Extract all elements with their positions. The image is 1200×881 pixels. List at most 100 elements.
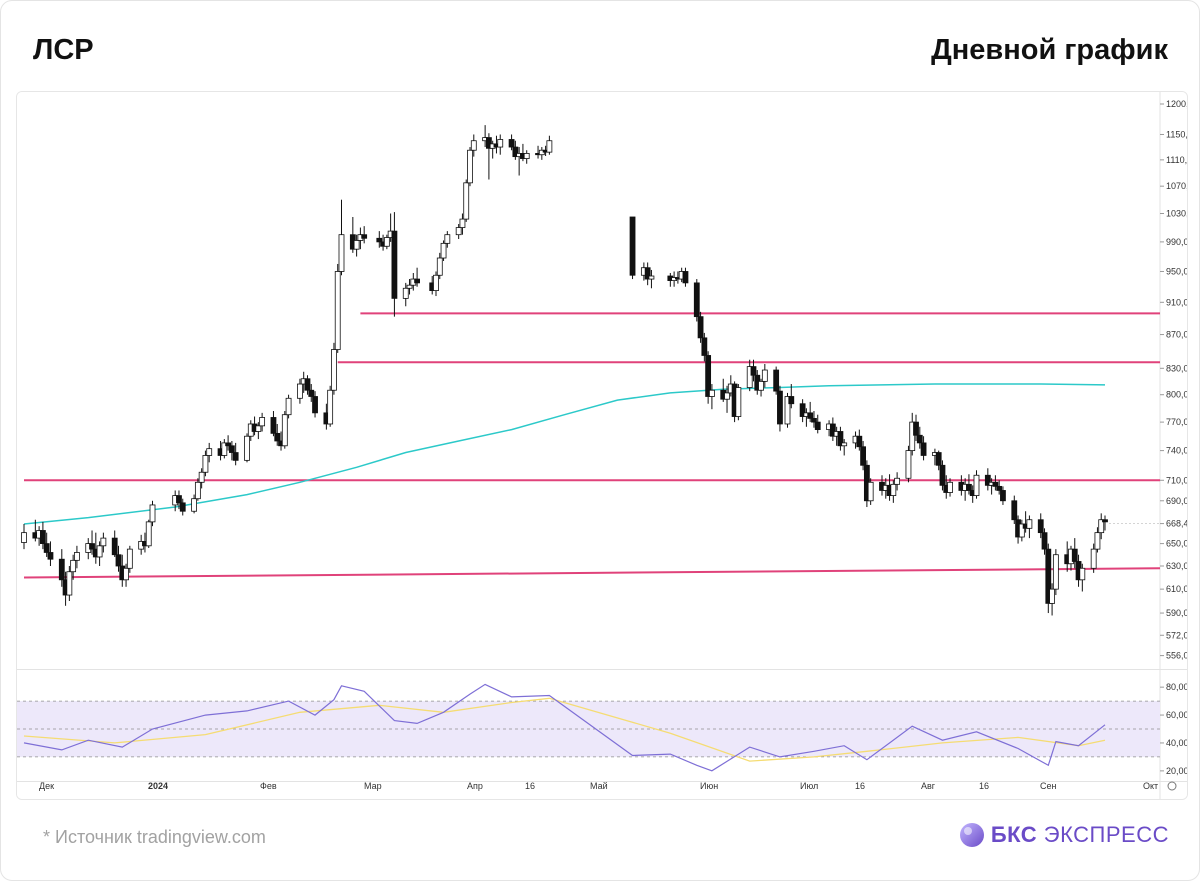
candle-body xyxy=(331,349,337,391)
candle xyxy=(811,411,817,428)
candle-body xyxy=(909,421,916,452)
candle xyxy=(1041,528,1048,555)
candle xyxy=(312,391,318,418)
candle xyxy=(202,450,209,477)
candle xyxy=(1071,538,1078,569)
candle xyxy=(259,412,266,432)
candle xyxy=(145,519,152,549)
candle-body xyxy=(308,389,315,397)
price-tick-label: 910,0 xyxy=(1166,297,1187,307)
time-tick-label: 16 xyxy=(525,781,535,791)
candle-body xyxy=(145,521,152,547)
candle xyxy=(281,411,288,449)
time-tick-label: Дек xyxy=(39,781,54,791)
candle xyxy=(206,442,213,463)
candle xyxy=(1090,543,1097,573)
candle xyxy=(773,366,780,395)
candle-body xyxy=(255,425,262,432)
candle xyxy=(274,423,281,446)
price-tick-label: 800,0 xyxy=(1166,390,1187,400)
candle xyxy=(58,549,65,587)
candle xyxy=(629,216,636,280)
candle xyxy=(508,134,515,151)
candle-body xyxy=(992,481,999,487)
price-tick-label: 1030,0 xyxy=(1166,208,1187,218)
candle-body xyxy=(274,432,281,442)
candle-body xyxy=(244,435,250,461)
candle xyxy=(43,532,50,557)
candle xyxy=(334,263,341,353)
price-tick-label: 710,0 xyxy=(1166,475,1187,485)
candle xyxy=(21,524,27,550)
candle-body xyxy=(228,445,235,453)
candle xyxy=(724,385,730,413)
candle xyxy=(467,147,473,187)
candle xyxy=(1018,519,1025,542)
candle-body xyxy=(270,417,277,434)
candle-body xyxy=(867,481,874,502)
candle-body xyxy=(232,452,239,461)
candle xyxy=(693,279,700,322)
candle-body xyxy=(406,284,413,289)
candle xyxy=(841,439,848,456)
candle-body xyxy=(705,355,712,397)
candle xyxy=(523,150,530,164)
candle-body xyxy=(841,442,848,447)
candle xyxy=(111,530,118,557)
candle xyxy=(406,279,413,295)
candle xyxy=(74,545,80,569)
time-tick-label: Фев xyxy=(260,781,277,791)
candle-body xyxy=(259,417,266,427)
candle xyxy=(232,442,239,466)
candle xyxy=(1026,515,1033,539)
candle xyxy=(126,545,133,573)
candle xyxy=(966,474,972,495)
candle xyxy=(176,490,182,510)
candle-body xyxy=(89,543,95,550)
candle-body xyxy=(905,450,912,479)
brand-logo[interactable]: БКС ЭКСПРЕСС xyxy=(959,822,1169,848)
time-tick-label: Мар xyxy=(364,781,382,791)
candle-body xyxy=(920,442,927,456)
grid xyxy=(17,92,1187,799)
candle-body xyxy=(1041,532,1048,550)
candle-body xyxy=(221,442,228,456)
candle xyxy=(909,412,916,456)
candle xyxy=(837,426,844,451)
candle xyxy=(799,399,806,423)
candle xyxy=(376,231,383,248)
candle xyxy=(947,478,953,497)
brand-name-regular: ЭКСПРЕСС xyxy=(1037,822,1169,847)
candle xyxy=(297,378,303,404)
candle xyxy=(221,439,228,459)
candle xyxy=(194,478,201,501)
candle-body xyxy=(735,387,742,417)
candle-body xyxy=(198,471,205,483)
candle-body xyxy=(811,417,817,423)
candle-body xyxy=(973,474,980,496)
candle xyxy=(1045,543,1052,614)
price-chart[interactable]: 1200,0 1150,0 1110,0 1070,0 1030,0 990,0 950,0… xyxy=(17,92,1187,799)
candle xyxy=(807,401,814,423)
candle-body xyxy=(383,237,390,247)
candle xyxy=(270,411,277,437)
candle xyxy=(709,384,715,410)
candle xyxy=(1049,583,1055,616)
candle xyxy=(829,417,836,441)
candle-body xyxy=(436,257,443,276)
candle-body xyxy=(750,366,757,376)
candle xyxy=(353,234,360,257)
price-tick-label: 610,0 xyxy=(1166,584,1187,594)
candle xyxy=(459,213,466,235)
rsi-tick-label: 80,00 xyxy=(1166,682,1187,692)
candle xyxy=(1079,563,1086,592)
candle-body xyxy=(486,137,492,149)
candle-body xyxy=(497,139,504,148)
price-tick-label: 590,0 xyxy=(1166,608,1187,618)
chart-panel[interactable]: 1200,0 1150,0 1110,0 1070,0 1030,0 990,0 950,0… xyxy=(16,91,1188,800)
candle xyxy=(913,414,919,441)
price-tick-label: 770,0 xyxy=(1166,417,1187,427)
candle xyxy=(100,532,107,553)
price-tick-label: 990,0 xyxy=(1166,237,1187,247)
